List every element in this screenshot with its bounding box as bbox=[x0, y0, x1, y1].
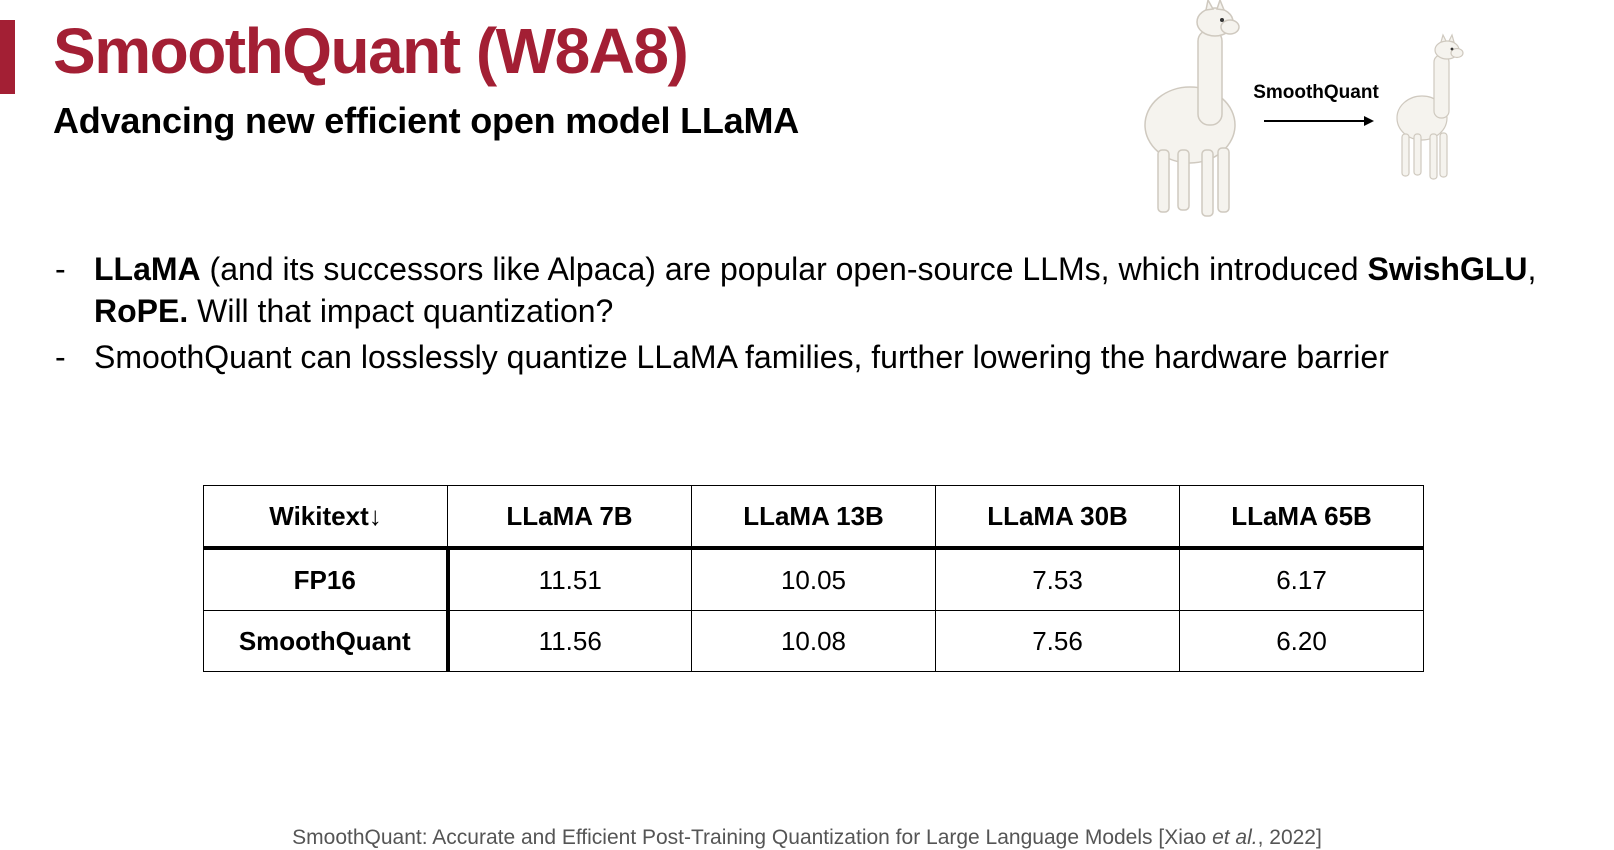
citation: SmoothQuant: Accurate and Efficient Post… bbox=[0, 826, 1614, 850]
row-label-smoothquant: SmoothQuant bbox=[203, 610, 450, 672]
bullet-item: - LLaMA (and its successors like Alpaca) … bbox=[53, 248, 1593, 332]
table-cell: 11.56 bbox=[447, 610, 692, 672]
citation-et-al: et al. bbox=[1212, 826, 1258, 849]
table-cell: 10.05 bbox=[691, 547, 936, 611]
slide-subtitle: Advancing new efficient open model LLaMA bbox=[53, 100, 800, 141]
large-llama-image bbox=[1144, 0, 1240, 217]
bullet-text: SmoothQuant can losslessly quantize LLaM… bbox=[94, 339, 1389, 375]
bullet-text: , bbox=[1527, 251, 1537, 287]
row-label-fp16: FP16 bbox=[203, 547, 450, 611]
citation-text: SmoothQuant: Accurate and Efficient Post… bbox=[292, 826, 1213, 849]
slide-title: SmoothQuant (W8A8) bbox=[53, 15, 689, 87]
table-header-row: Wikitext↓ LLaMA 7B LLaMA 13B LLaMA 30B L… bbox=[203, 485, 1424, 550]
table-row: FP16 11.51 10.05 7.53 6.17 bbox=[203, 547, 1424, 611]
header-llama-30b: LLaMA 30B bbox=[935, 485, 1180, 550]
table-cell: 6.17 bbox=[1179, 547, 1424, 611]
bullet-list: - LLaMA (and its successors like Alpaca) … bbox=[53, 248, 1593, 382]
table-cell: 7.53 bbox=[935, 547, 1180, 611]
llama-illustration: SmoothQuant bbox=[1144, 0, 1464, 217]
table-cell: 10.08 bbox=[691, 610, 936, 672]
citation-year: , 2022] bbox=[1257, 826, 1322, 849]
arrow-label: SmoothQuant bbox=[1253, 82, 1379, 103]
perplexity-table: Wikitext↓ LLaMA 7B LLaMA 13B LLaMA 30B L… bbox=[203, 485, 1424, 672]
table-row: SmoothQuant 11.56 10.08 7.56 6.20 bbox=[203, 610, 1424, 672]
title-accent-bar bbox=[0, 20, 15, 94]
bullet-dash: - bbox=[55, 251, 66, 287]
header-llama-7b: LLaMA 7B bbox=[447, 485, 692, 550]
header-llama-13b: LLaMA 13B bbox=[691, 485, 936, 550]
bullet-item: - SmoothQuant can losslessly quantize LLa… bbox=[53, 336, 1593, 378]
bullet-dash: - bbox=[55, 339, 66, 375]
table-cell: 11.51 bbox=[447, 547, 692, 611]
small-llama-image bbox=[1396, 33, 1464, 180]
table-cell: 6.20 bbox=[1179, 610, 1424, 672]
bullet-emphasis: LLaMA bbox=[94, 251, 201, 287]
table-cell: 7.56 bbox=[935, 610, 1180, 672]
header-metric: Wikitext↓ bbox=[203, 485, 448, 550]
bullet-emphasis: SwishGLU bbox=[1367, 251, 1528, 287]
bullet-text: (and its successors like Alpaca) are pop… bbox=[200, 251, 1368, 287]
bullet-emphasis: RoPE. bbox=[94, 293, 189, 329]
header-llama-65b: LLaMA 65B bbox=[1179, 485, 1424, 550]
right-arrow-icon bbox=[1264, 116, 1374, 126]
bullet-text: Will that impact quantization? bbox=[188, 293, 614, 329]
